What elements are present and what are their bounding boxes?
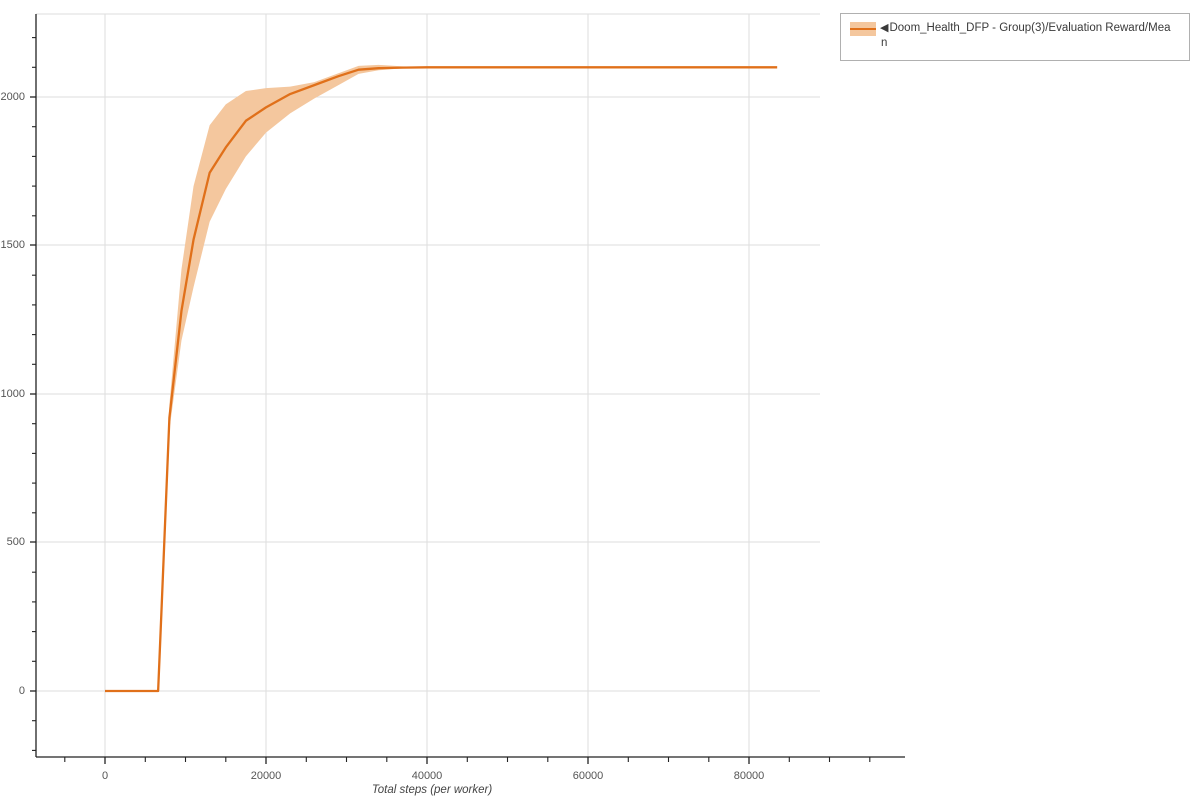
chart-legend[interactable]: ◀ Doom_Health_DFP - Group(3)/Evaluation … bbox=[840, 13, 1190, 61]
xtick-label-20000: 20000 bbox=[250, 770, 282, 782]
y-major-ticks bbox=[30, 96, 36, 692]
x-gridlines bbox=[104, 14, 750, 757]
y-gridlines bbox=[36, 13, 820, 692]
axis-spines bbox=[35, 14, 905, 758]
legend-swatch bbox=[850, 22, 876, 36]
legend-line-swatch bbox=[850, 28, 876, 30]
xtick-label-80000: 80000 bbox=[733, 770, 765, 782]
legend-label-wrap: n bbox=[881, 37, 888, 49]
ytick-label-1500: 1500 bbox=[0, 239, 25, 251]
x-axis-title: Total steps (per worker) bbox=[371, 784, 493, 796]
y-minor-ticks bbox=[32, 37, 36, 751]
legend-label: Doom_Health_DFP - Group(3)/Evaluation Re… bbox=[889, 22, 1171, 34]
xtick-label-0: 0 bbox=[101, 770, 109, 782]
x-minor-ticks bbox=[64, 757, 871, 762]
ytick-label-500: 500 bbox=[6, 536, 25, 548]
caret-left-icon: ◀ bbox=[880, 22, 889, 34]
ytick-label-1000: 1000 bbox=[0, 388, 25, 400]
ytick-label-2000: 2000 bbox=[0, 91, 25, 103]
xtick-label-40000: 40000 bbox=[411, 770, 443, 782]
xtick-label-60000: 60000 bbox=[572, 770, 604, 782]
confidence-band bbox=[105, 64, 778, 692]
mean-line bbox=[105, 66, 778, 693]
ytick-label-0: 0 bbox=[18, 685, 25, 697]
legend-entry[interactable]: ◀ Doom_Health_DFP - Group(3)/Evaluation … bbox=[850, 21, 1180, 36]
x-major-ticks bbox=[104, 757, 750, 764]
